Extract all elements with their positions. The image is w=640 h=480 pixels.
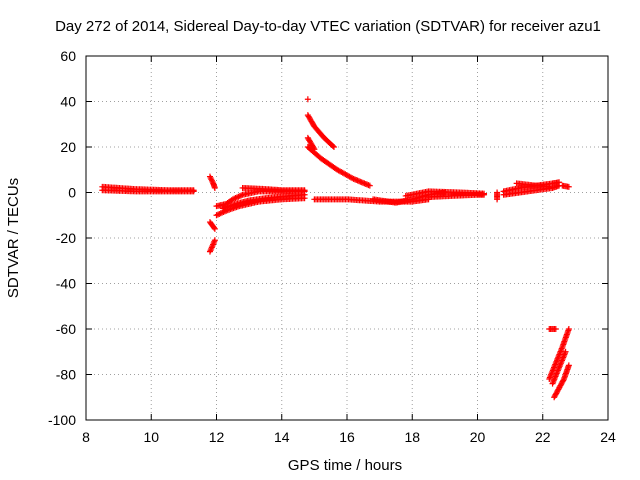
- x-tick-label: 20: [470, 429, 486, 445]
- data-point: [211, 224, 218, 231]
- data-point: [214, 211, 221, 218]
- data-point: [208, 177, 215, 184]
- data-point: [235, 193, 242, 200]
- data-point: [208, 176, 215, 183]
- data-point: [546, 183, 553, 190]
- data-point: [190, 188, 197, 195]
- data-point: [216, 210, 223, 217]
- y-tick-label: -80: [56, 367, 76, 383]
- y-tick-label: -40: [56, 276, 76, 292]
- data-point: [481, 191, 488, 198]
- data-point: [236, 193, 243, 200]
- x-tick-label: 16: [339, 429, 355, 445]
- data-point: [552, 326, 559, 332]
- y-axis-label: SDTVAR / TECUs: [5, 178, 22, 298]
- chart-title: Day 272 of 2014, Sidereal Day-to-day VTE…: [55, 18, 601, 35]
- data-point: [211, 237, 218, 244]
- data-point: [329, 142, 336, 149]
- data-point: [217, 210, 224, 217]
- data-point: [565, 183, 572, 190]
- data-point: [330, 144, 337, 150]
- x-axis-label: GPS time / hours: [288, 457, 402, 474]
- grid-lines: [86, 56, 608, 420]
- tick-labels: 8 10 12 14 16 18 20 22 24 60 40 20 0 -20 -40 -60 -80 -100: [48, 48, 616, 445]
- data-point: [494, 189, 501, 196]
- y-tick-label: 0: [68, 185, 76, 201]
- data-point: [366, 182, 373, 189]
- data-point: [234, 194, 241, 201]
- data-point: [301, 187, 308, 194]
- x-tick-label: 12: [209, 429, 225, 445]
- data-point: [304, 96, 311, 103]
- x-tick-label: 8: [82, 429, 90, 445]
- data-point: [211, 225, 218, 232]
- axis-ticks: [85, 55, 609, 421]
- data-points: [99, 96, 572, 401]
- y-tick-label: -60: [56, 321, 76, 337]
- data-point: [231, 195, 238, 202]
- data-point: [560, 377, 567, 384]
- x-tick-label: 22: [535, 429, 551, 445]
- data-point: [238, 192, 245, 199]
- y-tick-label: 20: [60, 139, 76, 155]
- data-point: [229, 196, 236, 203]
- y-tick-label: -20: [56, 230, 76, 246]
- x-tick-label: 10: [143, 429, 159, 445]
- x-tick-label: 14: [274, 429, 290, 445]
- data-point: [565, 362, 572, 369]
- data-point: [207, 174, 214, 181]
- data-point: [211, 184, 218, 191]
- data-point: [565, 326, 572, 332]
- y-tick-label: 60: [60, 48, 76, 64]
- data-point: [213, 212, 220, 219]
- data-point: [219, 209, 226, 216]
- data-point: [206, 173, 213, 180]
- data-point: [562, 348, 569, 355]
- x-tick-label: 24: [600, 429, 616, 445]
- y-tick-label: -100: [48, 412, 76, 428]
- x-tick-label: 18: [404, 429, 420, 445]
- data-point: [232, 195, 239, 202]
- data-point: [349, 175, 356, 182]
- y-tick-label: 40: [60, 94, 76, 110]
